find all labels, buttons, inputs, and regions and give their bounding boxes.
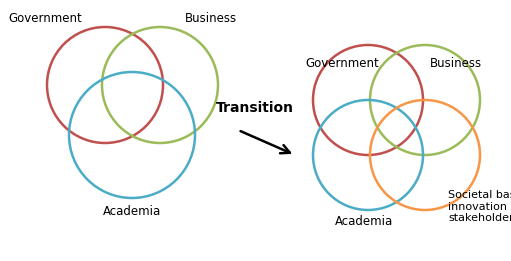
Text: Societal based
innovation user
stakeholders: Societal based innovation user stakehold… — [448, 190, 511, 223]
Text: Transition: Transition — [216, 101, 294, 115]
Text: Academia: Academia — [335, 215, 393, 228]
Text: Business: Business — [430, 57, 482, 70]
Text: Government: Government — [305, 57, 379, 70]
Text: Business: Business — [185, 12, 237, 25]
Text: Academia: Academia — [103, 205, 161, 218]
Text: Government: Government — [8, 12, 82, 25]
